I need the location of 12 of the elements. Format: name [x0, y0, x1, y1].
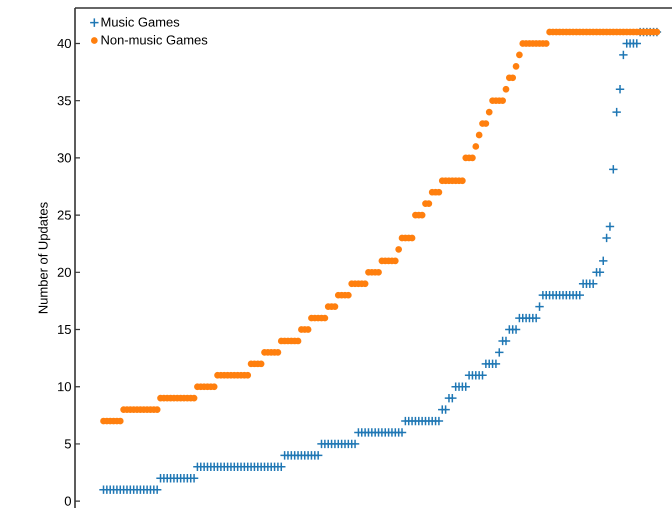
legend-label: Music Games [102, 17, 180, 27]
legend-label: Non-music Games [102, 35, 208, 45]
y-tick-label: 30 [58, 153, 71, 162]
y-tick-label: 20 [58, 268, 71, 277]
y-tick-label: 25 [58, 210, 71, 220]
y-tick-label: 35 [58, 96, 71, 106]
y-tick-label: 10 [58, 382, 71, 392]
y-tick-label: 15 [58, 324, 71, 334]
y-tick-label: 0 [64, 496, 71, 506]
y-tick-label: 5 [64, 439, 71, 448]
y-tick-label: 40 [57, 38, 71, 48]
y-axis-title: Number of Updates [38, 202, 50, 314]
